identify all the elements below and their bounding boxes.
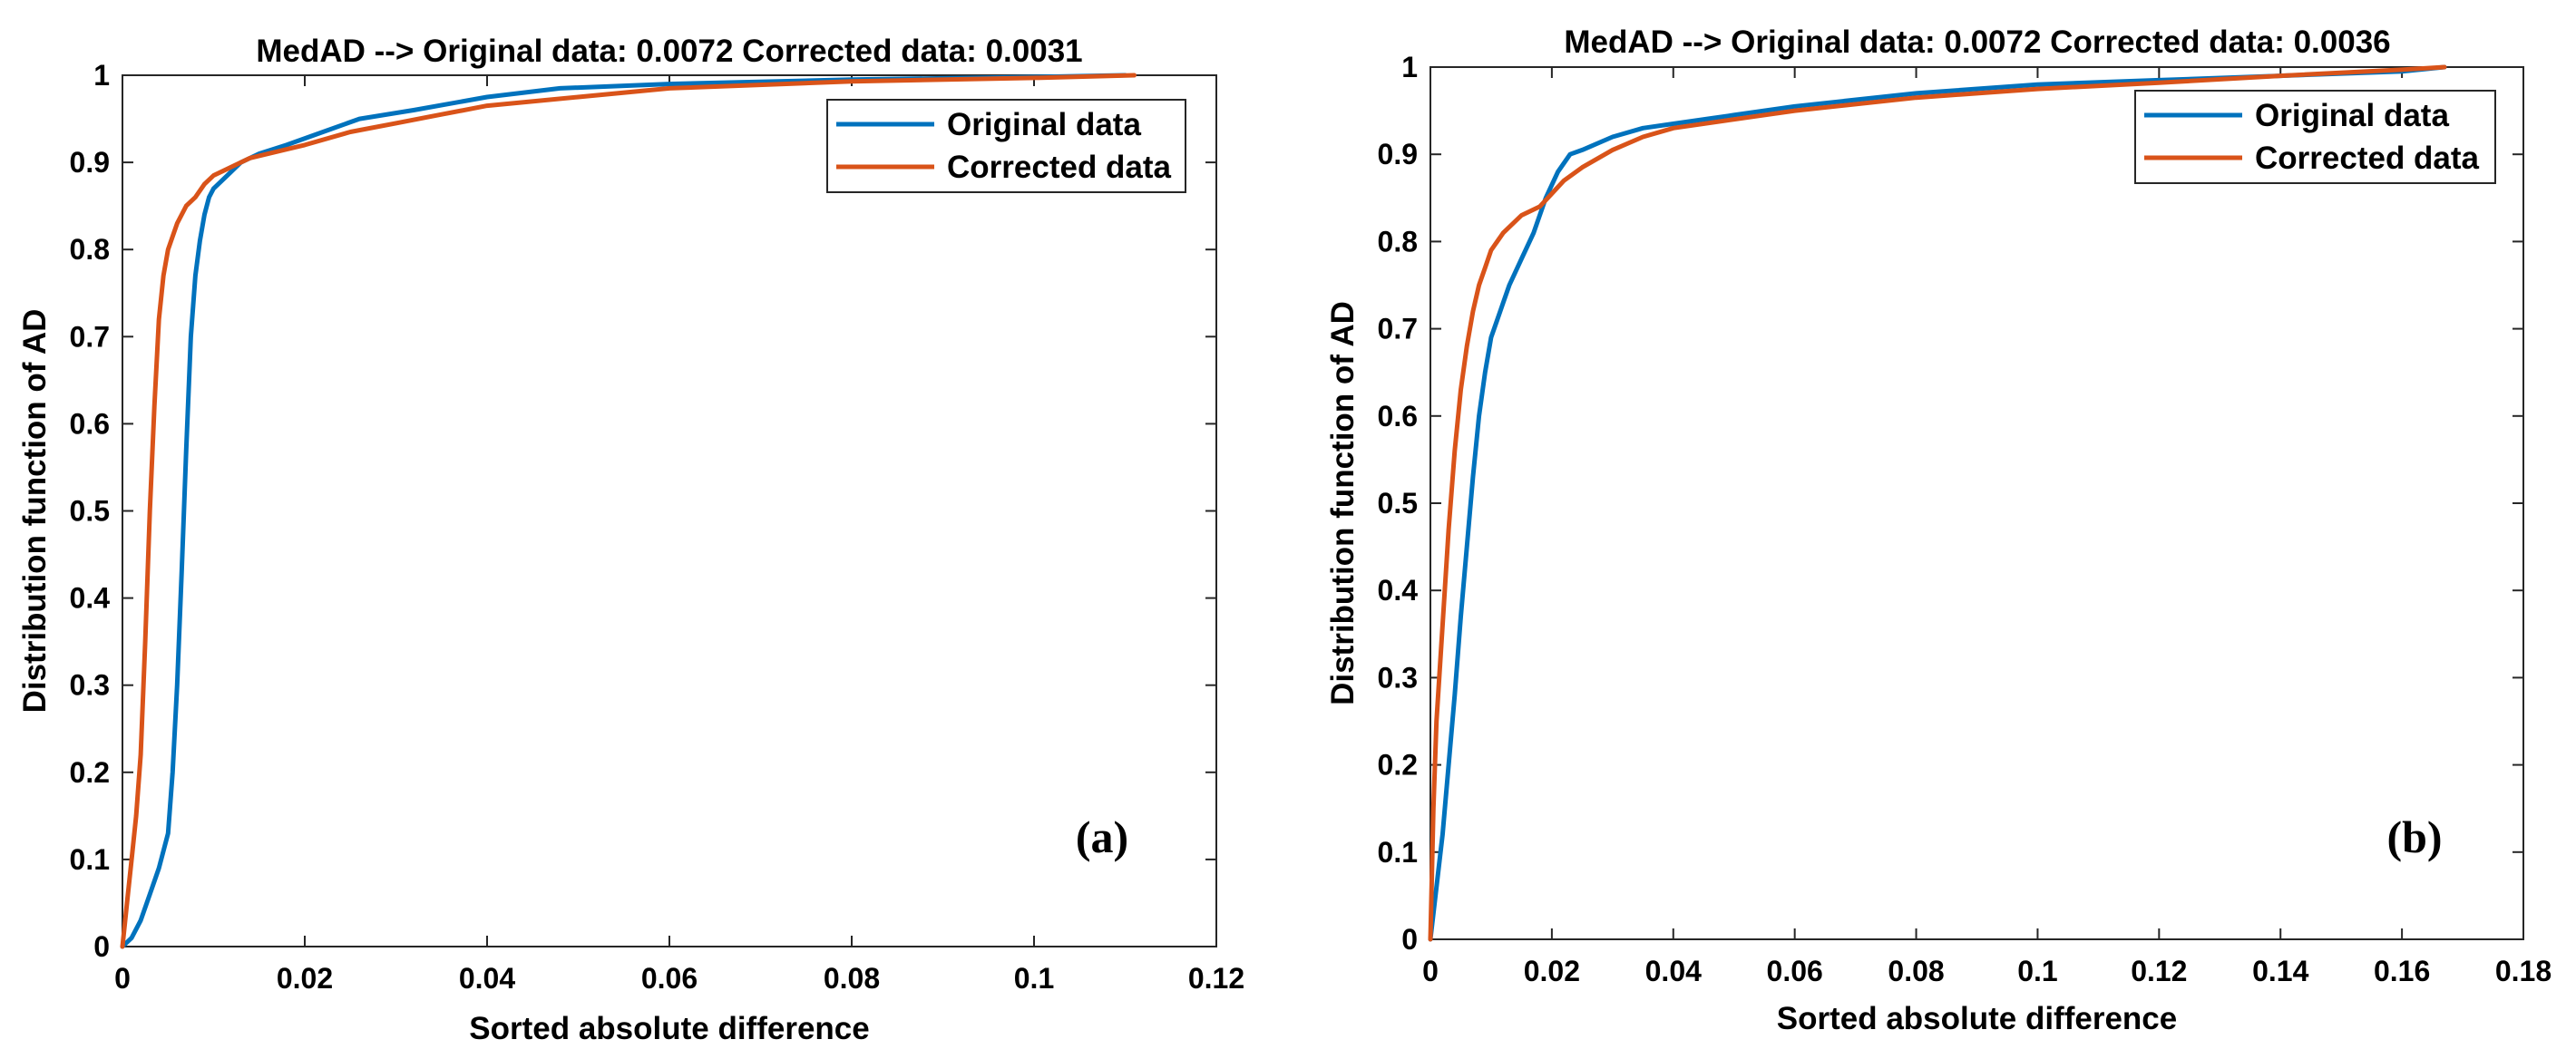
x-tick-label: 0.02 bbox=[277, 962, 333, 995]
y-tick-label: 1 bbox=[93, 59, 110, 92]
y-tick-label: 0.2 bbox=[1378, 749, 1418, 782]
x-tick-label: 0.06 bbox=[1767, 955, 1823, 987]
series-line-original bbox=[120, 73, 1127, 949]
legend-label-original: Original data bbox=[947, 107, 1141, 142]
chart-title: MedAD --> Original data: 0.0072 Correcte… bbox=[256, 34, 1082, 69]
x-tick-label: 0.04 bbox=[1645, 955, 1702, 987]
y-tick-label: 0.4 bbox=[70, 582, 111, 615]
x-tick-label: 0.06 bbox=[641, 962, 698, 995]
legend-label-corrected: Corrected data bbox=[947, 150, 1172, 185]
x-tick-label: 0.02 bbox=[1524, 955, 1580, 987]
chart-panel-a: 0 0.02 0.04 0.06 0.08 0.1 0.12 0 0.1 0.2 0.3 0.4 0.5… bbox=[17, 34, 1244, 1046]
x-tick-label: 0.08 bbox=[824, 962, 880, 995]
plot-frame bbox=[122, 74, 1217, 947]
chart-title: MedAD --> Original data: 0.0072 Correcte… bbox=[1564, 24, 2390, 60]
y-tick-label: 1 bbox=[1401, 51, 1418, 83]
x-tick-label: 0.12 bbox=[2131, 955, 2187, 987]
legend-label-corrected: Corrected data bbox=[2255, 141, 2480, 176]
y-tick-label: 0.9 bbox=[1378, 138, 1418, 170]
series-line-corrected bbox=[1428, 64, 2447, 942]
x-tick-label: 0.18 bbox=[2495, 955, 2552, 987]
x-tick-label: 0.08 bbox=[1888, 955, 1944, 987]
x-tick-label: 0.16 bbox=[2374, 955, 2430, 987]
y-tick-label: 0.5 bbox=[1378, 487, 1418, 520]
y-axis-label: Distribution function of AD bbox=[17, 309, 53, 714]
x-axis-label: Sorted absolute difference bbox=[469, 1011, 869, 1046]
y-tick-label: 0.3 bbox=[1378, 661, 1418, 694]
y-tick-label: 0.9 bbox=[70, 146, 110, 179]
x-axis-label: Sorted absolute difference bbox=[1777, 1001, 2177, 1036]
y-tick-label: 0.2 bbox=[70, 756, 110, 789]
y-tick-label: 0.5 bbox=[70, 495, 110, 528]
legend-label-original: Original data bbox=[2255, 98, 2449, 133]
y-tick-label: 0 bbox=[93, 930, 110, 963]
series-line-corrected bbox=[120, 73, 1137, 949]
x-tick-label: 0 bbox=[114, 962, 131, 995]
y-tick-label: 0.7 bbox=[1378, 313, 1418, 345]
y-tick-label: 0.1 bbox=[1378, 836, 1418, 869]
series-line-original bbox=[1428, 64, 2447, 942]
x-tick-label: 0.04 bbox=[459, 962, 515, 995]
plot-frame bbox=[1429, 66, 2524, 940]
y-tick-label: 0.7 bbox=[70, 320, 110, 353]
x-tick-label: 0.1 bbox=[2017, 955, 2057, 987]
y-tick-label: 0.6 bbox=[1378, 400, 1418, 432]
x-tick-label: 0.14 bbox=[2252, 955, 2308, 987]
y-axis-label: Distribution function of AD bbox=[1325, 301, 1361, 705]
x-tick-label: 0 bbox=[1422, 955, 1439, 987]
y-tick-label: 0 bbox=[1401, 923, 1418, 956]
chart-panel-b: 0 0.02 0.04 0.06 0.08 0.1 0.12 0.14 0.16 0.18 0 0.1… bbox=[1325, 24, 2552, 1036]
y-tick-label: 0.3 bbox=[70, 669, 110, 702]
x-tick-label: 0.1 bbox=[1014, 962, 1054, 995]
panel-label: (a) bbox=[1076, 811, 1128, 862]
legend-box bbox=[826, 99, 1186, 193]
legend-box bbox=[2134, 90, 2496, 184]
panel-label: (b) bbox=[2386, 811, 2442, 862]
y-tick-label: 0.1 bbox=[70, 843, 110, 876]
y-tick-label: 0.8 bbox=[70, 233, 110, 266]
y-tick-label: 0.6 bbox=[70, 407, 110, 440]
y-tick-label: 0.8 bbox=[1378, 225, 1418, 257]
x-tick-label: 0.12 bbox=[1188, 962, 1244, 995]
y-tick-label: 0.4 bbox=[1378, 574, 1419, 607]
